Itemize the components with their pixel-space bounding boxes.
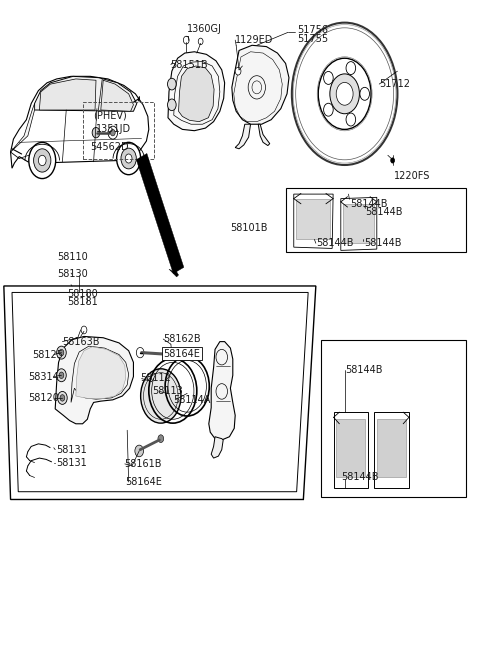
Text: 58144B: 58144B	[364, 238, 401, 248]
Text: 58131: 58131	[57, 457, 87, 468]
Circle shape	[346, 61, 356, 74]
Polygon shape	[209, 342, 235, 440]
Text: 1220FS: 1220FS	[394, 171, 430, 181]
Circle shape	[38, 155, 46, 166]
Circle shape	[360, 87, 370, 100]
Bar	[296, 199, 330, 239]
Bar	[83, 102, 154, 159]
Text: 58120: 58120	[28, 393, 59, 403]
Polygon shape	[136, 153, 184, 274]
Text: 1360GJ: 1360GJ	[187, 24, 222, 34]
Text: 58130: 58130	[58, 269, 88, 279]
Text: 58314: 58314	[28, 371, 59, 382]
Text: 58181: 58181	[67, 296, 98, 307]
Polygon shape	[168, 52, 225, 131]
Circle shape	[136, 347, 144, 358]
Circle shape	[34, 149, 51, 172]
Polygon shape	[39, 79, 96, 110]
Bar	[321, 340, 466, 497]
Circle shape	[168, 99, 176, 111]
Polygon shape	[334, 412, 368, 488]
Text: (PHEV): (PHEV)	[94, 110, 127, 120]
Polygon shape	[211, 437, 223, 458]
Polygon shape	[169, 264, 179, 277]
Circle shape	[346, 113, 356, 126]
Text: 51755: 51755	[298, 34, 329, 44]
Circle shape	[81, 326, 87, 334]
Text: 58144B: 58144B	[350, 199, 388, 209]
Circle shape	[60, 395, 65, 401]
Polygon shape	[258, 124, 270, 146]
Polygon shape	[294, 194, 333, 248]
Polygon shape	[35, 76, 137, 111]
Polygon shape	[341, 197, 377, 250]
Text: 58125: 58125	[33, 350, 64, 360]
Bar	[343, 204, 374, 243]
Circle shape	[57, 346, 66, 359]
Polygon shape	[11, 104, 35, 152]
Text: 58163B: 58163B	[62, 337, 100, 347]
Text: 51756: 51756	[298, 25, 329, 36]
Circle shape	[59, 349, 64, 356]
Circle shape	[169, 349, 176, 358]
Circle shape	[125, 154, 132, 163]
Circle shape	[324, 71, 333, 84]
Text: 58164E: 58164E	[163, 349, 200, 359]
Circle shape	[318, 58, 371, 129]
Circle shape	[92, 127, 100, 138]
Text: 58144B: 58144B	[341, 472, 378, 482]
Polygon shape	[232, 45, 289, 124]
Circle shape	[168, 78, 176, 90]
Text: 1351JD: 1351JD	[96, 124, 131, 135]
Circle shape	[198, 38, 203, 45]
Circle shape	[235, 67, 241, 75]
Circle shape	[121, 148, 136, 169]
Text: 58180: 58180	[67, 289, 98, 299]
Text: 58161B: 58161B	[124, 459, 161, 469]
Polygon shape	[374, 412, 409, 488]
Bar	[336, 419, 365, 477]
Text: 58110: 58110	[58, 252, 88, 262]
Circle shape	[110, 129, 115, 136]
Polygon shape	[101, 80, 133, 111]
Circle shape	[108, 126, 118, 139]
Circle shape	[336, 82, 353, 105]
Text: 58151B: 58151B	[170, 60, 208, 70]
Polygon shape	[11, 76, 149, 168]
Text: 58144B: 58144B	[365, 206, 402, 217]
Circle shape	[292, 23, 397, 165]
Text: 58113: 58113	[153, 386, 183, 397]
Circle shape	[57, 369, 66, 382]
Polygon shape	[235, 124, 251, 149]
Text: 58131: 58131	[57, 444, 87, 455]
Text: 58101B: 58101B	[230, 223, 268, 233]
Text: 58162B: 58162B	[163, 334, 201, 344]
Text: 58112: 58112	[140, 373, 171, 384]
Text: 51712: 51712	[379, 79, 410, 89]
Text: 58114A: 58114A	[173, 395, 210, 405]
Polygon shape	[76, 347, 126, 399]
Circle shape	[59, 372, 64, 378]
Polygon shape	[179, 66, 214, 122]
Circle shape	[135, 445, 144, 457]
Circle shape	[183, 36, 189, 44]
Bar	[286, 188, 466, 252]
Circle shape	[58, 391, 67, 404]
Text: 58144B: 58144B	[316, 238, 353, 248]
Text: 58144B: 58144B	[346, 365, 383, 375]
Text: 58164E: 58164E	[125, 477, 162, 487]
Circle shape	[330, 74, 360, 114]
Circle shape	[324, 104, 333, 116]
Text: 54562D: 54562D	[90, 142, 129, 152]
Text: 1129ED: 1129ED	[235, 35, 274, 45]
Circle shape	[141, 369, 181, 423]
Circle shape	[391, 158, 395, 163]
Circle shape	[29, 142, 56, 179]
Bar	[377, 419, 406, 477]
Circle shape	[117, 142, 141, 175]
Polygon shape	[55, 336, 133, 424]
Circle shape	[158, 435, 164, 443]
